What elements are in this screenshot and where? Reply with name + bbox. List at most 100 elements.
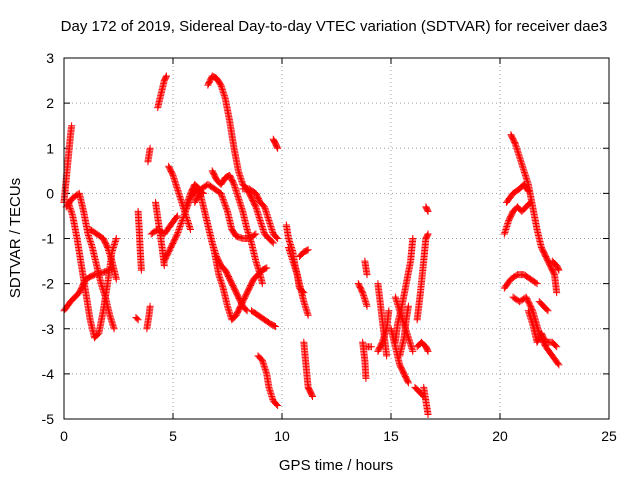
data-point-marker xyxy=(274,401,282,409)
series-s36 xyxy=(391,235,417,346)
y-axis-label: SDTVAR / TECUs xyxy=(7,178,24,298)
series-s43 xyxy=(500,198,535,238)
data-point-marker xyxy=(271,322,279,330)
data-point-marker xyxy=(309,392,317,400)
data-point-marker xyxy=(173,230,181,238)
series-s37 xyxy=(396,302,412,360)
series-s42 xyxy=(422,203,432,215)
data-point-marker xyxy=(162,73,170,81)
y-tick-label: -1 xyxy=(42,231,55,247)
data-point-marker xyxy=(252,230,260,238)
data-point-marker xyxy=(554,265,562,273)
x-tick-label: 25 xyxy=(601,428,617,444)
data-point-marker xyxy=(303,246,311,254)
data-point-marker xyxy=(222,203,230,211)
series-s25 xyxy=(285,244,308,297)
data-point-marker xyxy=(544,307,552,315)
y-tick-label: 1 xyxy=(46,140,54,156)
data-point-marker xyxy=(553,343,561,351)
data-point-marker xyxy=(555,361,563,369)
data-point-marker xyxy=(218,192,226,200)
data-point-marker xyxy=(221,200,229,208)
series-s26 xyxy=(295,246,312,261)
series-s6 xyxy=(132,313,142,324)
series-s21 xyxy=(247,307,279,330)
data-point-marker xyxy=(532,279,540,287)
data-point-marker xyxy=(175,225,183,233)
data-point-marker xyxy=(404,379,412,387)
data-point-marker xyxy=(543,306,551,314)
data-point-marker xyxy=(424,207,432,215)
data-point-marker xyxy=(177,221,185,229)
data-point-marker xyxy=(553,289,561,297)
data-point-marker xyxy=(385,307,393,315)
data-point-marker xyxy=(262,264,270,272)
data-point-marker xyxy=(269,239,277,247)
x-tick-label: 5 xyxy=(169,428,177,444)
data-point-marker xyxy=(270,322,278,330)
grid-lines xyxy=(64,58,609,419)
chart-title: Day 172 of 2019, Sidereal Day-to-day VTE… xyxy=(61,18,608,35)
y-tick-label: 0 xyxy=(46,185,54,201)
data-point-marker xyxy=(362,374,370,382)
data-point-marker xyxy=(424,410,432,418)
data-point-marker xyxy=(223,206,231,214)
data-point-marker xyxy=(162,72,170,80)
series-s19 xyxy=(208,167,266,288)
data-point-marker xyxy=(174,228,182,236)
data-point-marker xyxy=(251,231,259,239)
series-s45 xyxy=(507,131,561,297)
data-point-marker xyxy=(221,201,229,209)
data-point-marker xyxy=(404,302,412,310)
data-point-marker xyxy=(363,302,371,310)
series-s49 xyxy=(535,298,552,315)
data-point-marker xyxy=(409,235,417,242)
series-s44 xyxy=(503,180,532,206)
y-tick-label: -2 xyxy=(42,276,55,292)
data-point-marker xyxy=(299,288,307,296)
data-point-marker xyxy=(242,306,250,314)
x-tick-label: 20 xyxy=(492,428,508,444)
data-point-marker xyxy=(304,246,312,254)
x-axis-label: GPS time / hours xyxy=(279,457,393,474)
series-s5 xyxy=(86,225,120,283)
data-point-marker xyxy=(176,222,184,230)
plot-frame xyxy=(63,57,610,420)
data-point-marker xyxy=(367,343,375,351)
data-point-marker xyxy=(220,197,228,205)
data-point-marker xyxy=(222,204,230,212)
data-point-marker xyxy=(258,280,266,288)
data-point-marker xyxy=(218,191,226,199)
series-s27 xyxy=(300,338,317,400)
data-point-marker xyxy=(363,271,371,279)
data-point-marker xyxy=(110,325,118,333)
data-point-marker xyxy=(552,342,560,350)
series-s7 xyxy=(134,207,145,274)
data-point-marker xyxy=(528,305,536,313)
series-s41 xyxy=(420,383,432,418)
series-s9 xyxy=(144,144,154,166)
series-s3 xyxy=(62,189,118,333)
axis-ticks: -5 -4 -3 -2 -1 0 1 2 3 0 5 10 15 20 25 xyxy=(42,50,617,444)
data-point-marker xyxy=(112,275,120,283)
data-point-marker xyxy=(274,144,282,152)
data-point-marker xyxy=(177,219,185,227)
series-s46 xyxy=(500,271,541,292)
series-s22 xyxy=(269,135,282,152)
data-point-marker xyxy=(404,378,412,386)
data-point-marker xyxy=(217,189,225,197)
series-s48 xyxy=(524,307,561,351)
series-s20 xyxy=(239,185,282,242)
data-point-marker xyxy=(173,212,181,220)
y-tick-label: -4 xyxy=(42,366,55,382)
data-point-marker xyxy=(112,235,120,242)
series-s10 xyxy=(154,72,170,112)
data-point-marker xyxy=(263,264,271,272)
y-tick-label: -5 xyxy=(42,411,55,427)
data-point-marker xyxy=(176,224,184,232)
series-s31 xyxy=(363,343,375,351)
data-point-marker xyxy=(134,316,142,324)
data-point-marker xyxy=(174,227,182,235)
data-point-marker xyxy=(219,195,227,203)
